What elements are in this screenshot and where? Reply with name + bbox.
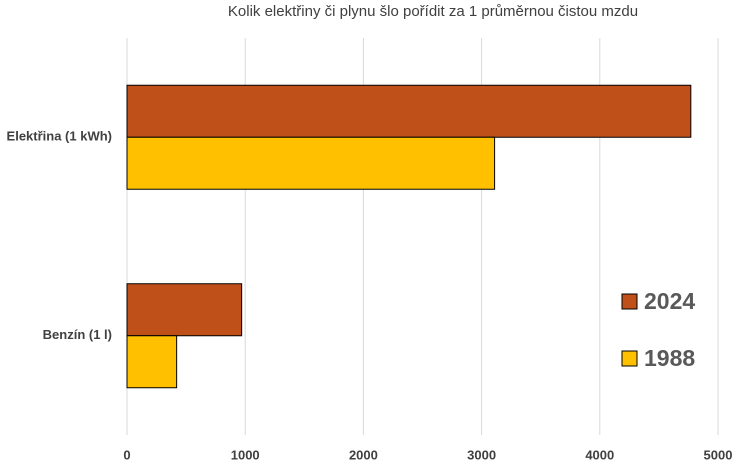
bar bbox=[126, 283, 243, 337]
x-tick-label: 2000 bbox=[349, 447, 378, 462]
x-tick-label: 3000 bbox=[467, 447, 496, 462]
legend-swatch bbox=[621, 293, 638, 310]
x-tick-label: 0 bbox=[123, 447, 130, 462]
chart-title: Kolik elektřiny či plynu šlo pořídit za … bbox=[228, 3, 638, 20]
legend-label: 1988 bbox=[644, 345, 695, 371]
bar bbox=[126, 335, 178, 389]
legend-label: 2024 bbox=[644, 288, 695, 314]
bar bbox=[126, 136, 496, 190]
x-tick-label: 1000 bbox=[231, 447, 260, 462]
y-tick-label: Benzín (1 l) bbox=[43, 327, 112, 342]
y-tick-label: Elektřina (1 kWh) bbox=[7, 129, 112, 144]
x-tick-label: 4000 bbox=[585, 447, 614, 462]
legend-swatch bbox=[621, 350, 638, 367]
bar bbox=[126, 84, 692, 138]
x-tick-label: 5000 bbox=[704, 447, 733, 462]
